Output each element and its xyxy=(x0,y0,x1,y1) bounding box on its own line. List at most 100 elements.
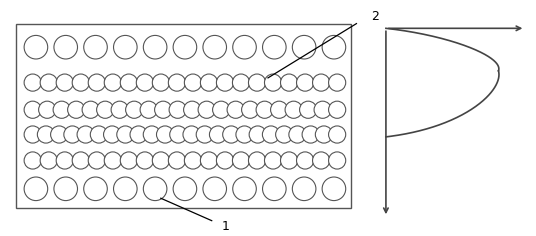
Ellipse shape xyxy=(157,126,174,143)
Ellipse shape xyxy=(56,74,73,91)
Ellipse shape xyxy=(196,126,213,143)
Ellipse shape xyxy=(322,177,346,201)
Ellipse shape xyxy=(312,152,330,169)
Ellipse shape xyxy=(296,74,314,91)
Ellipse shape xyxy=(263,35,286,59)
Ellipse shape xyxy=(143,126,160,143)
Ellipse shape xyxy=(120,152,137,169)
Ellipse shape xyxy=(203,35,227,59)
Ellipse shape xyxy=(56,152,73,169)
Ellipse shape xyxy=(217,152,234,169)
Ellipse shape xyxy=(236,126,253,143)
Ellipse shape xyxy=(168,152,185,169)
Ellipse shape xyxy=(302,126,319,143)
Ellipse shape xyxy=(40,152,57,169)
Ellipse shape xyxy=(200,152,218,169)
Ellipse shape xyxy=(90,126,107,143)
Ellipse shape xyxy=(68,101,85,118)
Ellipse shape xyxy=(184,101,201,118)
Ellipse shape xyxy=(82,101,99,118)
Ellipse shape xyxy=(280,74,297,91)
Ellipse shape xyxy=(227,101,244,118)
Ellipse shape xyxy=(289,126,306,143)
Ellipse shape xyxy=(168,74,185,91)
Ellipse shape xyxy=(183,126,200,143)
Ellipse shape xyxy=(200,74,218,91)
Ellipse shape xyxy=(256,101,273,118)
Ellipse shape xyxy=(38,126,55,143)
Ellipse shape xyxy=(88,74,106,91)
Ellipse shape xyxy=(40,74,57,91)
Ellipse shape xyxy=(213,101,230,118)
Ellipse shape xyxy=(249,126,266,143)
Ellipse shape xyxy=(130,126,147,143)
Ellipse shape xyxy=(314,101,331,118)
Ellipse shape xyxy=(24,35,48,59)
Ellipse shape xyxy=(198,101,215,118)
Ellipse shape xyxy=(292,35,316,59)
Ellipse shape xyxy=(24,177,48,201)
Text: 1: 1 xyxy=(221,220,229,233)
Ellipse shape xyxy=(125,101,143,118)
Ellipse shape xyxy=(233,152,250,169)
Ellipse shape xyxy=(88,152,106,169)
Ellipse shape xyxy=(184,152,202,169)
Ellipse shape xyxy=(249,152,266,169)
Ellipse shape xyxy=(276,126,293,143)
Ellipse shape xyxy=(329,152,346,169)
Ellipse shape xyxy=(24,101,41,118)
Ellipse shape xyxy=(64,126,81,143)
Ellipse shape xyxy=(152,74,169,91)
Ellipse shape xyxy=(117,126,134,143)
Ellipse shape xyxy=(173,177,197,201)
Ellipse shape xyxy=(152,152,169,169)
Ellipse shape xyxy=(242,101,259,118)
Ellipse shape xyxy=(315,126,332,143)
Ellipse shape xyxy=(329,101,346,118)
Ellipse shape xyxy=(263,126,280,143)
Ellipse shape xyxy=(103,126,121,143)
Ellipse shape xyxy=(271,101,288,118)
Ellipse shape xyxy=(114,177,137,201)
Ellipse shape xyxy=(249,74,266,91)
Ellipse shape xyxy=(154,101,172,118)
Ellipse shape xyxy=(96,101,114,118)
Ellipse shape xyxy=(264,152,281,169)
Ellipse shape xyxy=(203,177,227,201)
Ellipse shape xyxy=(24,152,41,169)
Ellipse shape xyxy=(120,74,137,91)
Ellipse shape xyxy=(53,101,70,118)
Ellipse shape xyxy=(280,152,297,169)
Ellipse shape xyxy=(233,35,256,59)
Ellipse shape xyxy=(170,126,187,143)
Ellipse shape xyxy=(285,101,302,118)
Ellipse shape xyxy=(263,177,286,201)
Bar xyxy=(16,24,351,208)
Ellipse shape xyxy=(104,152,121,169)
Ellipse shape xyxy=(50,126,68,143)
Ellipse shape xyxy=(72,152,90,169)
Ellipse shape xyxy=(233,74,250,91)
Ellipse shape xyxy=(111,101,128,118)
Ellipse shape xyxy=(84,177,107,201)
Ellipse shape xyxy=(222,126,240,143)
Ellipse shape xyxy=(329,74,346,91)
Ellipse shape xyxy=(210,126,227,143)
Ellipse shape xyxy=(292,177,316,201)
Ellipse shape xyxy=(136,152,153,169)
Ellipse shape xyxy=(173,35,197,59)
Ellipse shape xyxy=(24,126,41,143)
Ellipse shape xyxy=(114,35,137,59)
Ellipse shape xyxy=(72,74,90,91)
Ellipse shape xyxy=(184,74,202,91)
Ellipse shape xyxy=(104,74,121,91)
Ellipse shape xyxy=(143,35,167,59)
Ellipse shape xyxy=(54,177,78,201)
Ellipse shape xyxy=(24,74,41,91)
Ellipse shape xyxy=(322,35,346,59)
Text: 2: 2 xyxy=(371,10,379,23)
Ellipse shape xyxy=(84,35,107,59)
Ellipse shape xyxy=(77,126,94,143)
Ellipse shape xyxy=(217,74,234,91)
Ellipse shape xyxy=(140,101,157,118)
